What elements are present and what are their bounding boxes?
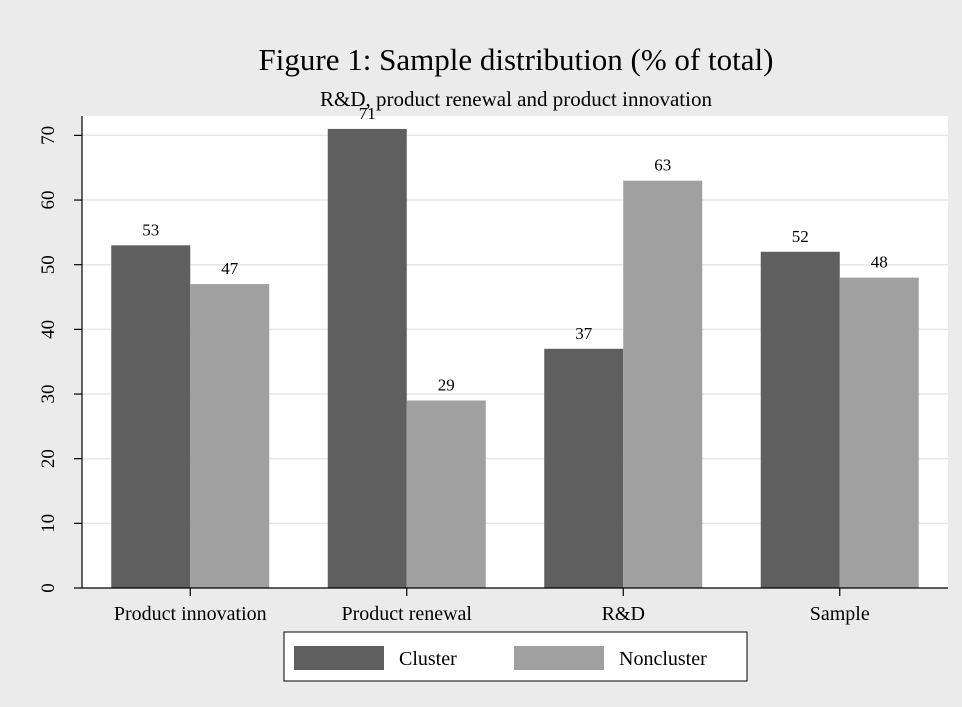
data-label: 71 <box>359 104 376 123</box>
data-labels: 53 47 71 29 37 63 52 48 <box>142 104 888 395</box>
legend-label-cluster: Cluster <box>399 648 457 670</box>
bars <box>111 128 919 588</box>
legend-swatch-cluster <box>294 646 384 670</box>
y-tick-label: 50 <box>38 255 59 274</box>
bar <box>839 277 919 588</box>
y-tick-label: 40 <box>38 320 59 339</box>
category-labels: Product innovation Product renewal R&D Samp… <box>114 588 870 625</box>
data-label: 47 <box>221 259 239 278</box>
bar <box>760 251 840 588</box>
bar <box>406 400 486 588</box>
legend: Cluster Noncluster <box>283 631 748 682</box>
bar <box>623 180 703 588</box>
bar <box>327 128 407 588</box>
bar <box>111 245 191 588</box>
y-tick-label: 20 <box>38 449 59 468</box>
y-tick-label: 60 <box>38 191 59 210</box>
data-label: 48 <box>871 253 888 272</box>
category-label: R&D <box>602 603 645 625</box>
y-tick-label: 70 <box>38 126 59 145</box>
y-tick-label: 30 <box>38 385 59 404</box>
chart-subtitle: R&D, product renewal and product innovat… <box>320 87 712 111</box>
legend-swatch-noncluster <box>514 646 604 670</box>
category-label: Product renewal <box>341 603 472 625</box>
y-tick-labels: 0 10 20 30 40 50 60 70 <box>38 126 82 593</box>
axes <box>81 116 948 589</box>
legend-label-noncluster: Noncluster <box>619 648 707 670</box>
category-label: Product innovation <box>114 603 267 625</box>
data-label: 63 <box>654 156 671 175</box>
y-tick-label: 0 <box>38 583 59 593</box>
bar <box>544 348 624 588</box>
data-label: 53 <box>142 220 159 239</box>
category-label: Sample <box>810 603 870 625</box>
data-label: 52 <box>792 227 809 246</box>
chart-title: Figure 1: Sample distribution (% of tota… <box>259 42 774 77</box>
data-label: 29 <box>438 375 455 394</box>
data-label: 37 <box>575 324 593 343</box>
bar <box>190 284 270 588</box>
y-tick-label: 10 <box>38 514 59 533</box>
